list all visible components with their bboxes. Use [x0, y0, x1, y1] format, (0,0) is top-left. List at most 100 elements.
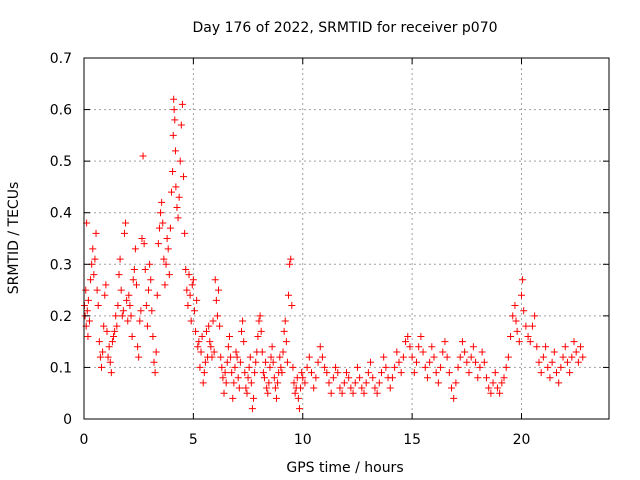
- data-point: [353, 363, 361, 371]
- data-point: [298, 369, 306, 377]
- data-point: [469, 343, 477, 351]
- data-point: [93, 286, 101, 294]
- data-point: [509, 312, 517, 320]
- y-tick-label: 0.2: [50, 309, 72, 325]
- data-point: [187, 317, 195, 325]
- data-point: [232, 348, 240, 356]
- data-point: [183, 286, 191, 294]
- data-point: [432, 369, 440, 377]
- data-point: [373, 389, 381, 397]
- data-point: [426, 358, 434, 366]
- data-point: [213, 312, 221, 320]
- y-tick-label: 0.3: [50, 257, 72, 273]
- data-point: [408, 353, 416, 361]
- data-point: [360, 389, 368, 397]
- data-point: [243, 389, 251, 397]
- data-point: [266, 363, 274, 371]
- data-point: [100, 322, 108, 330]
- data-point: [85, 317, 93, 325]
- data-point: [364, 369, 372, 377]
- data-point: [221, 369, 229, 377]
- data-point: [349, 389, 357, 397]
- data-point: [234, 374, 242, 382]
- data-point: [242, 384, 250, 392]
- data-point: [260, 374, 268, 382]
- data-point: [117, 286, 125, 294]
- data-point: [485, 384, 493, 392]
- data-point: [483, 374, 490, 382]
- data-point: [321, 363, 329, 371]
- data-point: [99, 348, 107, 356]
- data-point: [170, 106, 178, 114]
- data-point: [268, 343, 276, 351]
- data-point: [195, 338, 203, 346]
- data-point: [450, 394, 458, 402]
- data-point: [203, 327, 210, 335]
- data-point: [406, 343, 414, 351]
- data-point: [417, 332, 425, 340]
- data-point: [171, 147, 179, 155]
- data-point: [476, 363, 484, 371]
- data-point: [124, 317, 132, 325]
- data-point: [244, 374, 252, 382]
- data-point: [273, 394, 280, 402]
- data-point: [524, 332, 532, 340]
- data-point: [463, 358, 471, 366]
- data-point: [116, 255, 124, 263]
- data-point: [123, 296, 131, 304]
- x-axis-title: GPS time / hours: [286, 460, 403, 476]
- data-point: [184, 302, 192, 310]
- data-point: [178, 100, 186, 108]
- data-point: [281, 317, 289, 325]
- data-point: [340, 379, 348, 387]
- data-point: [165, 271, 173, 279]
- data-point: [255, 317, 263, 325]
- data-point: [194, 343, 202, 351]
- data-point: [220, 389, 228, 397]
- data-point: [128, 332, 136, 340]
- data-point: [137, 307, 145, 315]
- data-point: [90, 271, 98, 279]
- data-point: [92, 229, 100, 237]
- data-point: [233, 353, 241, 361]
- data-point: [150, 358, 158, 366]
- data-point: [393, 348, 401, 356]
- data-point: [334, 369, 342, 377]
- data-point: [362, 379, 370, 387]
- y-tick-label: 0.6: [50, 103, 72, 119]
- data-point: [230, 379, 238, 387]
- data-point: [288, 302, 296, 310]
- y-tick-label: 0.5: [50, 154, 72, 170]
- x-tick-label: 5: [189, 432, 198, 448]
- data-point: [513, 327, 521, 335]
- data-point: [163, 235, 171, 242]
- data-point: [248, 405, 256, 413]
- data-point: [375, 379, 383, 387]
- data-point: [227, 353, 235, 361]
- grid: [84, 58, 609, 419]
- data-point: [219, 374, 227, 382]
- data-point: [259, 369, 267, 377]
- data-point: [200, 369, 208, 377]
- data-point: [430, 353, 438, 361]
- data-point: [395, 358, 403, 366]
- data-point: [323, 369, 331, 377]
- data-point: [533, 343, 541, 351]
- data-point: [443, 353, 451, 361]
- data-point: [308, 369, 315, 377]
- data-point: [518, 291, 525, 299]
- plot-frame: [83, 57, 610, 420]
- data-point: [162, 260, 170, 268]
- data-point: [169, 131, 177, 139]
- data-point: [209, 317, 217, 325]
- data-point: [166, 224, 174, 232]
- data-point: [421, 363, 429, 371]
- data-point: [141, 265, 149, 273]
- data-point: [345, 374, 353, 382]
- data-point: [131, 245, 139, 253]
- data-point: [456, 353, 464, 361]
- data-point: [367, 358, 375, 366]
- data-point: [265, 379, 273, 387]
- data-point: [500, 374, 508, 382]
